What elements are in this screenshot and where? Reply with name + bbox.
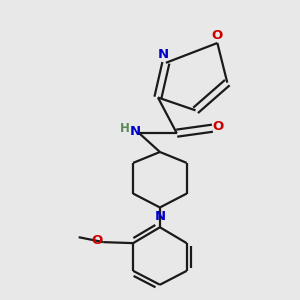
Text: N: N [157, 48, 168, 61]
Text: N: N [154, 210, 166, 223]
Text: O: O [212, 28, 223, 41]
Text: H: H [120, 122, 130, 135]
Text: N: N [130, 125, 141, 138]
Text: O: O [91, 234, 103, 247]
Text: O: O [212, 120, 224, 133]
